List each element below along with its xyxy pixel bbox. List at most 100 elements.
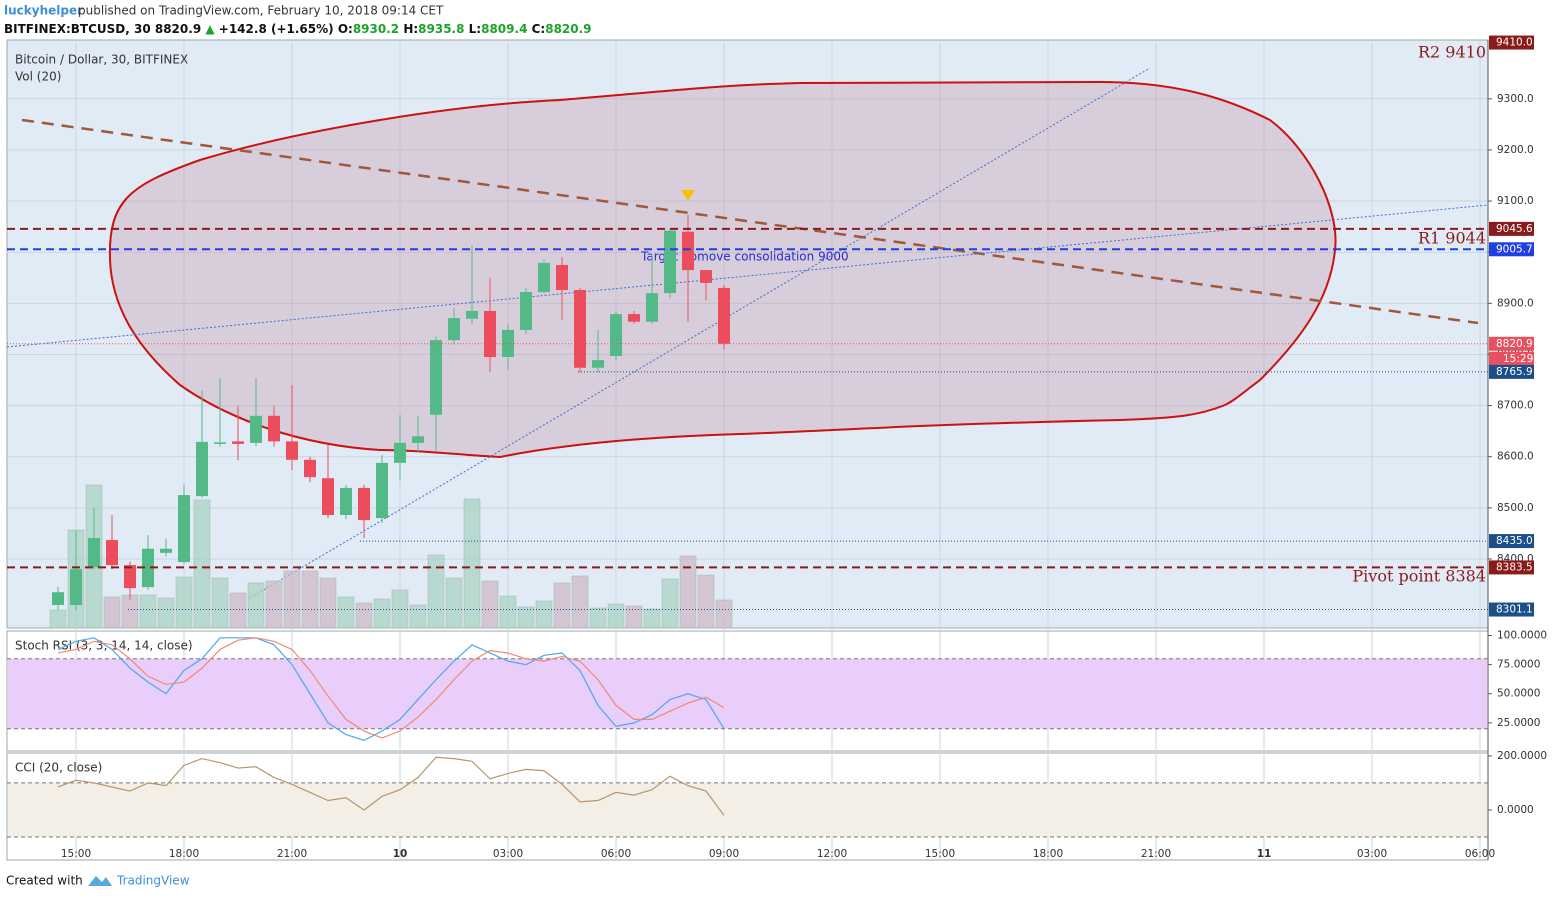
x-tick-label: 15:00 (61, 848, 91, 860)
volume-bar (517, 606, 535, 629)
trend-line (21, 118, 1479, 325)
band-fill (8, 782, 1487, 838)
candle-body (412, 436, 424, 443)
created: Created with (6, 874, 83, 888)
y-tick-label: 9100.0 (1497, 195, 1534, 207)
volume-bar (445, 577, 463, 629)
candle-body (538, 262, 550, 293)
volume-bar (535, 600, 553, 629)
y-tick-label: 9300.0 (1497, 93, 1534, 105)
volume-bar (283, 570, 301, 629)
volume-bar (391, 589, 409, 629)
ellipse-drawing (108, 80, 1337, 459)
candle-body (142, 548, 154, 588)
candle-body (214, 442, 226, 444)
arrow: ▲ (205, 22, 215, 36)
y-tick-label: 9200.0 (1497, 144, 1534, 156)
candle-body (376, 462, 388, 519)
price-tag-label: 8435.0 (1496, 535, 1533, 547)
volume-bar (571, 575, 589, 629)
volume-bar (427, 554, 445, 629)
candle-body (628, 314, 640, 322)
candle-body (574, 290, 586, 368)
candle-body (556, 264, 568, 291)
close: 8820.9 (545, 22, 591, 36)
volume-bar (355, 602, 373, 629)
indicator-line (57, 637, 725, 741)
published: published on TradingView.com, February 1… (78, 4, 444, 18)
y-tick-label: 200.0000 (1497, 750, 1547, 762)
main-pane (6, 39, 1489, 629)
price-tag (1489, 602, 1534, 617)
high: 8935.8 (418, 22, 464, 36)
low: 8809.4 (481, 22, 527, 36)
indicator-line (57, 637, 725, 739)
volume-bar (373, 598, 391, 629)
x-tick-label: 09:00 (709, 848, 739, 860)
price-tag-label: 8820.9 (1496, 338, 1533, 350)
candle-body (124, 565, 136, 589)
volume-bar (409, 604, 427, 629)
candle-body (520, 292, 532, 330)
candle-body (646, 293, 658, 322)
y-tick-label: 8600.0 (1497, 451, 1534, 463)
candle-body (160, 548, 172, 553)
l-label: L: (469, 22, 481, 36)
price-tag-label: 8383.5 (1496, 561, 1533, 573)
change: +142.8 (+1.65%) (219, 22, 334, 36)
price-tag-label: 8301.1 (1496, 604, 1533, 616)
y-tick-label: 100.0000 (1497, 629, 1547, 641)
marker-triangle (681, 190, 695, 201)
open: 8930.2 (353, 22, 399, 36)
volume-bar (481, 580, 499, 629)
candle-body (448, 318, 460, 341)
candle-body (466, 310, 478, 319)
x-tick-label: 15:00 (925, 848, 955, 860)
volume-bar (229, 592, 247, 629)
band-fill (8, 658, 1487, 729)
y-tick-label: 0.0000 (1497, 804, 1534, 816)
volume-bar (265, 580, 283, 629)
candle-body (232, 441, 244, 444)
volume-bar (715, 599, 733, 629)
volume-bar (607, 603, 625, 629)
pivot-label: Pivot point 8384 (1352, 567, 1486, 586)
price-tag-label: 9005.7 (1496, 243, 1533, 255)
price-tag-label: 9410.0 (1496, 37, 1533, 49)
candle-body (304, 459, 316, 478)
candle-body (52, 592, 64, 605)
volume-bar (211, 577, 229, 629)
volume-bar (103, 596, 121, 629)
o-label: O: (338, 22, 353, 36)
price-tag (1489, 560, 1534, 575)
candle-body (88, 538, 100, 568)
stoch-title: Stoch RSI (3, 3, 14, 14, close) (15, 639, 193, 653)
symbol: BITFINEX:BTCUSD, 30 8820.9 ▲ +142.8 (+1.… (4, 22, 592, 36)
x-tick-label: 10 (393, 848, 408, 860)
candle-body (430, 340, 442, 415)
c-label: C: (532, 22, 546, 36)
candle-body (286, 441, 298, 460)
candle-body (322, 478, 334, 516)
price-tag (1489, 221, 1534, 236)
x-tick-label: 21:00 (1141, 848, 1171, 860)
x-tick-label: 06:00 (1465, 848, 1495, 860)
price-tag-label: 9045.6 (1496, 223, 1533, 235)
r1-label: R1 9044 (1418, 229, 1486, 248)
user: luckyhelper (4, 4, 83, 18)
candle-body (700, 270, 712, 283)
candle-body (178, 495, 190, 563)
y-tick-label: 8700.0 (1497, 400, 1534, 412)
candle-body (250, 415, 262, 443)
volume-bar (175, 576, 193, 629)
logo (88, 876, 112, 886)
symbol-name: BITFINEX:BTCUSD, 30 (4, 22, 151, 36)
brand[interactable]: TradingView (116, 874, 190, 888)
x-tick-label: 18:00 (169, 848, 199, 860)
x-tick-label: 03:00 (1357, 848, 1387, 860)
volume-bar (553, 582, 571, 629)
h-label: H: (403, 22, 418, 36)
candle-body (484, 310, 496, 358)
y-tick-label: 25.0000 (1497, 717, 1540, 729)
